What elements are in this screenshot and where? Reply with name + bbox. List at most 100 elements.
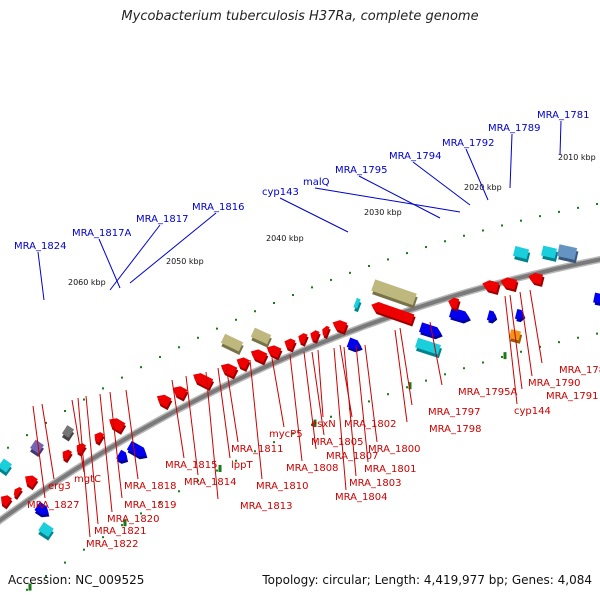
reverse-gene-label: cyp144: [514, 406, 551, 417]
reverse-gene-label: MRA_1818: [124, 481, 176, 492]
label-leader-line: [339, 344, 353, 418]
reverse-gene-arrow: [371, 301, 416, 327]
reverse-gene-arrow: [332, 320, 349, 335]
label-leader-line: [249, 359, 263, 480]
label-leader-line: [465, 148, 489, 201]
label-leader-line: [271, 357, 285, 428]
reverse-gene-label: MRA_1800: [368, 444, 420, 455]
track-dot: [83, 548, 85, 551]
major-tick: [503, 352, 507, 360]
track-dot: [178, 490, 180, 493]
label-leader-line: [364, 344, 378, 443]
label-leader-line: [279, 197, 349, 233]
forward-gene-arrow: [116, 449, 129, 464]
reverse-gene-arrow: [284, 338, 297, 353]
reverse-gene-arrow: [109, 418, 127, 435]
forward-gene-arrow: [448, 307, 471, 324]
label-leader-line: [85, 395, 99, 525]
reverse-gene-label: MRA_1815: [165, 460, 217, 471]
reverse-gene-label: MRA_1808: [286, 463, 338, 474]
reverse-gene-label: MRA_1810: [256, 481, 308, 492]
major-tick: [28, 583, 32, 591]
reverse-gene-label: MRA_1811: [231, 444, 283, 455]
track-dot: [311, 423, 313, 426]
major-tick: [123, 519, 127, 527]
track-dot: [140, 512, 142, 515]
track-dot: [577, 336, 579, 339]
label-leader-line: [343, 346, 357, 477]
reverse-gene-arrow: [322, 325, 331, 339]
figure-title: Mycobacterium tuberculosis H37Ra, comple…: [121, 9, 479, 24]
reverse-gene-arrow: [298, 333, 309, 347]
reverse-gene-arrow: [310, 330, 321, 344]
track-dot: [558, 210, 560, 213]
reverse-gene-arrow: [250, 349, 269, 366]
reverse-gene-label: mycP5: [269, 429, 303, 440]
label-leader-line: [217, 367, 231, 459]
label-leader-line: [109, 391, 123, 499]
reverse-gene-arrow: [266, 345, 283, 361]
rna-feature: [353, 297, 362, 313]
forward-gene-arrow: [126, 440, 148, 460]
track-dot: [102, 387, 104, 390]
reverse-gene-label: MRA_1790: [528, 378, 580, 389]
forward-gene-label: MRA_1817A: [72, 228, 131, 239]
forward-gene-label: MRA_1794: [389, 151, 441, 162]
misc-feature: [556, 244, 579, 264]
track-dot: [140, 366, 142, 369]
reverse-gene-arrow: [236, 357, 251, 372]
label-leader-line: [509, 294, 523, 390]
reverse-gene-label: MRA_1798: [429, 424, 481, 435]
scale-label: 2010 kbp: [558, 153, 596, 162]
label-leader-line: [289, 354, 303, 462]
track-dot: [292, 432, 294, 435]
forward-gene-arrow: [514, 308, 526, 323]
reverse-gene-label: MRA_1820: [107, 514, 159, 525]
label-leader-line: [185, 375, 199, 476]
label-leader-line: [317, 349, 324, 418]
pseudogene-feature: [250, 327, 272, 348]
track-dot: [482, 229, 484, 232]
track-dot: [368, 400, 370, 403]
forward-gene-label: MRA_1795: [335, 165, 387, 176]
track-dot: [520, 219, 522, 222]
track-dot: [463, 234, 465, 237]
track-dot: [121, 524, 123, 527]
track-dot: [216, 469, 218, 472]
reverse-gene-label: MRA_1795A: [458, 387, 517, 398]
track-dot: [45, 574, 47, 577]
major-tick: [408, 382, 412, 390]
track-dot: [7, 446, 9, 449]
track-dot: [254, 450, 256, 453]
track-dot: [26, 434, 28, 437]
label-leader-line: [98, 238, 121, 289]
reverse-gene-arrow: [62, 449, 73, 464]
track-dot: [45, 421, 47, 424]
pseudogene-feature: [220, 333, 244, 355]
reverse-gene-label: erg3: [48, 481, 71, 492]
track-dot: [83, 398, 85, 401]
track-dot: [387, 393, 389, 396]
track-dot: [349, 271, 351, 274]
label-leader-line: [99, 393, 113, 513]
scale-label: 2050 kbp: [166, 257, 204, 266]
reverse-gene-arrow: [220, 363, 239, 380]
reverse-gene-label: MRA_1803: [349, 478, 401, 489]
label-leader-line: [559, 120, 562, 156]
track-dot: [159, 501, 161, 504]
reverse-gene-label: MRA_1822: [86, 539, 138, 550]
misc-feature: [61, 425, 75, 442]
track-dot: [197, 479, 199, 482]
track-dot: [596, 203, 598, 206]
track-dot: [178, 346, 180, 349]
label-leader-line: [32, 405, 46, 499]
forward-gene-label: MRA_1789: [488, 123, 540, 134]
track-dot: [330, 278, 332, 281]
forward-gene-arrow: [486, 310, 498, 324]
reverse-gene-label: MRA_1788: [559, 365, 600, 376]
misc-feature: [30, 439, 44, 458]
forward-gene-label: MRA_1781: [537, 110, 589, 121]
track-dot: [387, 258, 389, 261]
